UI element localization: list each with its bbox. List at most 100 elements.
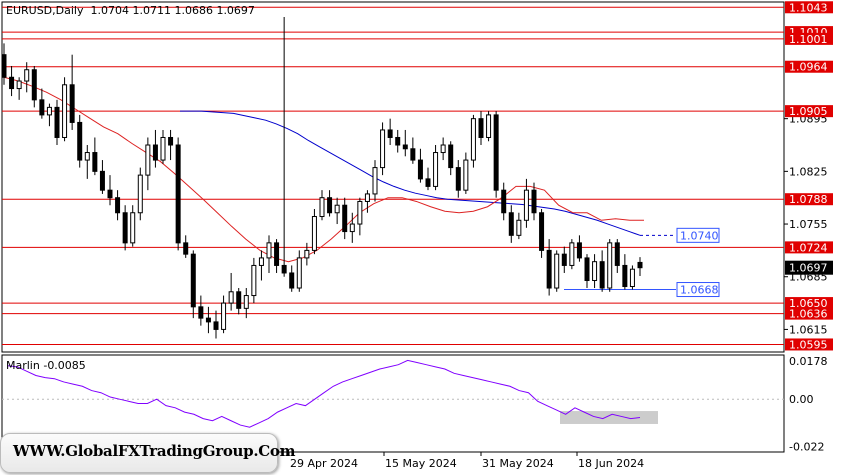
indicator-header: Marlin -0.0085 <box>6 359 86 372</box>
candle-body <box>221 302 227 330</box>
red-moving-average <box>3 76 644 263</box>
candle-body <box>508 212 514 236</box>
candle-body <box>311 216 317 251</box>
level-price-label: 1.0905 <box>789 105 828 118</box>
time-tick-label: 29 Apr 2024 <box>290 457 358 470</box>
price-tick-label: 1.0615 <box>789 323 828 336</box>
candle-body <box>349 223 355 233</box>
symbol-label: EURUSD,Daily <box>6 4 84 17</box>
level-price-box <box>785 241 833 254</box>
candle-body <box>251 264 257 297</box>
candle-body <box>266 242 272 259</box>
blue-price-label: 1.0740 <box>680 229 719 242</box>
level-price-box <box>785 60 833 73</box>
level-price-box <box>785 193 833 206</box>
candle-body <box>637 261 643 269</box>
candle-body <box>327 197 333 214</box>
level-price-box <box>785 32 833 45</box>
candle-body <box>296 257 302 289</box>
candle-body <box>478 118 484 138</box>
candle-body <box>198 306 204 319</box>
candle-body <box>190 253 196 308</box>
indicator-highlight-zone <box>560 411 658 424</box>
indicator-tick-label: -0.022 <box>789 441 824 454</box>
candle-body <box>228 291 234 304</box>
candle-body <box>54 106 60 138</box>
main-chart-frame <box>1 1 785 453</box>
candle-body <box>607 242 613 289</box>
support-resistance-levels <box>2 6 784 345</box>
candle-body <box>501 189 507 214</box>
time-tick-label: 18 Jun 2024 <box>578 457 644 470</box>
current-price-label: 1.0697 <box>789 262 828 275</box>
current-price-box <box>785 260 833 275</box>
candle-body <box>410 148 416 161</box>
level-price-label: 1.0788 <box>789 193 828 206</box>
candle-body <box>584 257 590 281</box>
candle-body <box>175 144 181 244</box>
candle-body <box>213 321 219 330</box>
candle-body <box>115 197 121 214</box>
candle-body <box>516 219 522 236</box>
blue-price-label: 1.0668 <box>680 284 719 297</box>
candle-body <box>1 54 7 78</box>
candle-body <box>364 193 370 202</box>
candle-body <box>122 212 128 244</box>
candle-body <box>130 212 136 244</box>
main-plot-border <box>1 1 785 353</box>
chart-header: EURUSD,Daily 1.0704 1.0711 1.0686 1.0697 <box>6 4 255 17</box>
indicator-value: -0.0085 <box>43 359 86 372</box>
candle-body <box>289 272 295 289</box>
indicator-tick-label: 0.0178 <box>789 355 828 368</box>
candle-body <box>243 295 249 309</box>
candle-body <box>62 84 68 138</box>
candle-body <box>402 144 408 150</box>
candle-body <box>380 129 386 169</box>
candle-body <box>168 136 174 146</box>
watermark-text: WWW.GlobalFXTradingGroup.Com <box>13 442 296 460</box>
candle-body <box>561 253 567 266</box>
candle-body <box>622 264 628 288</box>
candle-body <box>152 144 158 161</box>
price-tick-label: 1.0825 <box>789 165 828 178</box>
candle-body <box>425 178 431 187</box>
candle-body <box>31 69 37 101</box>
candle-body <box>493 114 499 191</box>
blue-price-label-box <box>676 282 720 298</box>
price-axis: 1.07401.06681.08951.08251.07551.06851.06… <box>676 0 841 475</box>
level-price-label: 1.1001 <box>789 33 828 46</box>
candle-body <box>274 242 280 266</box>
candle-body <box>319 197 325 218</box>
candle-body <box>304 249 310 259</box>
candle-body <box>486 114 492 138</box>
level-price-label: 1.0595 <box>789 338 828 351</box>
indicator-name: Marlin <box>6 359 40 372</box>
candle-body <box>205 317 211 323</box>
candle-body <box>46 106 52 116</box>
candle-body <box>16 80 22 90</box>
candle-body <box>440 144 446 154</box>
level-price-label: 1.0964 <box>789 61 828 74</box>
marlin-indicator-pane: 0.0178 0.00 -0.022 <box>2 355 828 454</box>
candle-body <box>39 99 45 116</box>
candle-body <box>342 204 348 233</box>
candle-body <box>334 204 340 214</box>
candle-body <box>554 253 560 289</box>
indicator-tick-label: 0.00 <box>789 393 814 406</box>
candle-body <box>77 121 83 161</box>
candle-body <box>455 167 461 191</box>
candle-body <box>614 242 620 266</box>
candlestick-series <box>1 17 643 339</box>
level-price-label: 1.0724 <box>789 241 828 254</box>
level-price-label: 1.0636 <box>789 308 828 321</box>
candle-body <box>387 129 393 138</box>
candle-body <box>357 200 363 225</box>
candle-body <box>92 152 98 172</box>
candle-body <box>531 189 537 214</box>
candle-body <box>433 152 439 187</box>
candle-body <box>576 242 582 259</box>
candle-body <box>183 242 189 255</box>
candle-body <box>24 69 30 82</box>
candle-body <box>417 159 423 180</box>
candle-body <box>448 144 454 169</box>
